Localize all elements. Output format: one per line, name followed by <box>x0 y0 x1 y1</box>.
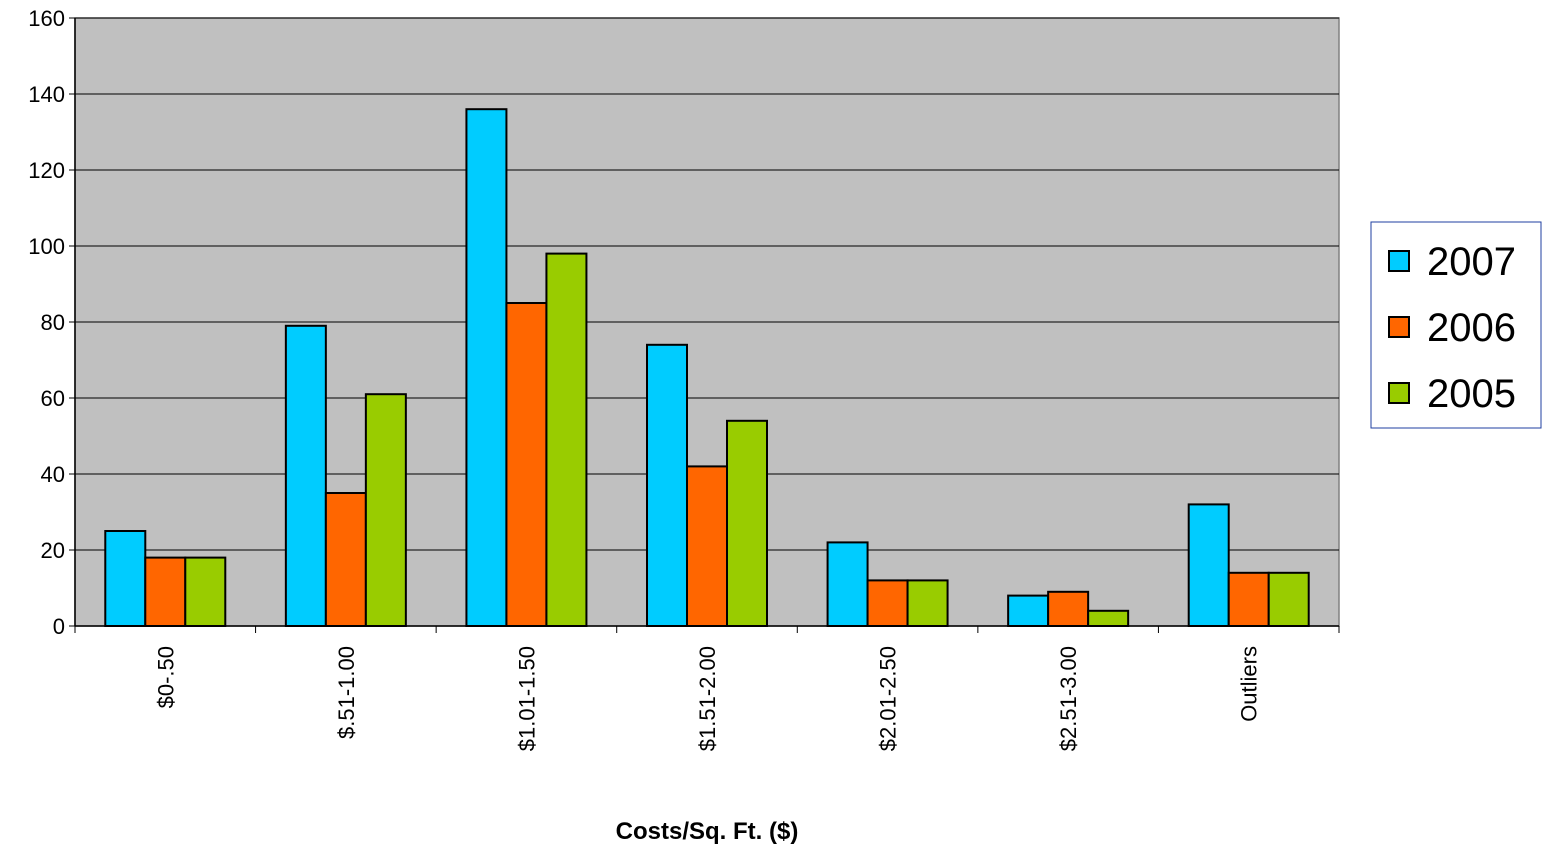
x-tick-label: $2.51-3.00 <box>1056 646 1081 751</box>
bar-2007-2 <box>465 108 508 627</box>
y-tick-label: 40 <box>41 462 65 487</box>
x-tick-label: $1.01-1.50 <box>514 646 539 751</box>
legend-swatch-2005 <box>1388 382 1410 404</box>
bar-2005-3 <box>726 419 768 627</box>
y-tick-label: 0 <box>53 614 65 639</box>
bar-2005-5 <box>1087 609 1130 627</box>
bar-2007-4 <box>826 541 869 628</box>
legend-label-2006: 2006 <box>1427 306 1516 350</box>
y-tick-label: 80 <box>41 310 65 335</box>
x-tick-label: $2.01-2.50 <box>876 646 901 751</box>
x-axis-title: Costs/Sq. Ft. ($) <box>616 818 799 845</box>
x-tick-label: $0-.50 <box>153 646 178 708</box>
bar-2005-0 <box>184 556 227 627</box>
y-tick-label: 60 <box>41 386 65 411</box>
y-axis-tick-labels: 0 20 40 60 80 100 120 140 160 <box>28 6 75 639</box>
bars <box>104 108 1310 628</box>
x-tick-label: Outliers <box>1237 646 1262 722</box>
bar-2005-6 <box>1267 571 1310 627</box>
bar-2006-5 <box>1047 590 1090 627</box>
bar-2006-6 <box>1227 571 1270 627</box>
y-tick-label: 120 <box>28 158 65 183</box>
y-tick-label: 160 <box>28 6 65 31</box>
legend-label-2005: 2005 <box>1427 372 1516 416</box>
legend-swatch-2006 <box>1388 316 1410 338</box>
bar-2007-0 <box>104 530 147 627</box>
bar-2006-2 <box>505 302 548 627</box>
bar-2006-0 <box>144 556 187 627</box>
bar-2005-2 <box>545 252 588 627</box>
legend-swatch-2007 <box>1388 250 1410 272</box>
legend: 2007 2006 2005 <box>1370 221 1542 429</box>
bar-2006-3 <box>686 465 728 627</box>
bar-2005-1 <box>364 393 407 628</box>
x-axis-tick-labels: $0-.50 $.51-1.00 $1.01-1.50 $1.51-2.00 $2.01… <box>153 646 1261 751</box>
y-tick-label: 20 <box>41 538 65 563</box>
y-tick-label: 140 <box>28 82 65 107</box>
x-tick-label: $1.51-2.00 <box>695 646 720 751</box>
bar-2007-6 <box>1187 503 1230 627</box>
y-tick-label: 100 <box>28 234 65 259</box>
x-tick-label: $.51-1.00 <box>334 646 359 739</box>
legend-label-2007: 2007 <box>1427 240 1516 284</box>
bar-2006-1 <box>324 492 367 627</box>
bar-2007-5 <box>1007 594 1050 627</box>
bar-2007-3 <box>646 343 688 627</box>
bar-2007-1 <box>284 324 327 627</box>
bar-2006-4 <box>866 579 909 628</box>
bar-2005-4 <box>906 579 949 628</box>
